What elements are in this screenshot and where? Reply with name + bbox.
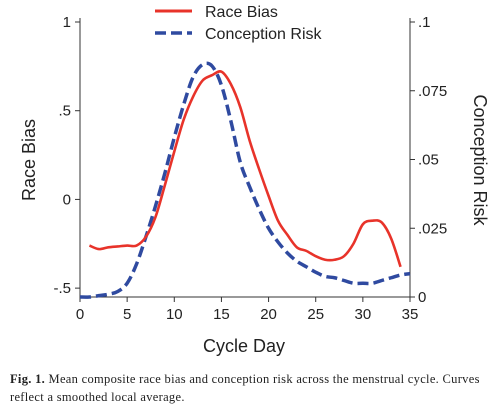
y-right-tick-label: .1 (418, 14, 431, 31)
y-axis-title-right: Conception Risk (470, 94, 490, 226)
y-right-tick-label: .075 (418, 83, 447, 100)
x-axis-title: Cycle Day (203, 336, 285, 356)
x-tick-label: 0 (76, 306, 84, 323)
x-tick-label: 10 (166, 306, 183, 323)
y-left-tick-label: -.5 (53, 280, 71, 297)
x-tick-label: 25 (307, 306, 324, 323)
legend: Race Bias Conception Risk (155, 4, 323, 43)
x-tick-label: 15 (213, 306, 230, 323)
legend-label-conception-risk: Conception Risk (205, 26, 323, 43)
series-line-race-bias (88, 70, 402, 268)
y-right-tick-label: .05 (418, 152, 439, 169)
x-tick-label: 5 (123, 306, 131, 323)
y-axis-title-left: Race Bias (19, 119, 39, 201)
y-right-tick-label: 0 (418, 289, 426, 306)
y-left-tick-label: .5 (58, 103, 71, 120)
x-tick-label: 35 (402, 306, 419, 323)
y-left-tick-label: 1 (63, 14, 71, 31)
x-tick-label: 30 (355, 306, 372, 323)
caption-label: Fig. 1. (10, 372, 46, 386)
series-layer (79, 61, 411, 299)
caption-text: Mean composite race bias and conception … (10, 372, 480, 404)
figure-caption: Fig. 1. Mean composite race bias and con… (10, 370, 490, 406)
series-line-conception-risk (79, 61, 411, 299)
legend-label-race-bias: Race Bias (205, 4, 278, 21)
x-tick-label: 20 (260, 306, 277, 323)
axes: 0 5 10 15 20 25 30 35 1 .5 0 -.5 .1 .075 .05 .025 0 (53, 14, 447, 323)
y-right-tick-label: .025 (418, 220, 447, 237)
y-left-tick-label: 0 (63, 191, 71, 208)
chart: 0 5 10 15 20 25 30 35 1 .5 0 -.5 .1 .075 .05 .025 0 Race… (19, 4, 490, 356)
